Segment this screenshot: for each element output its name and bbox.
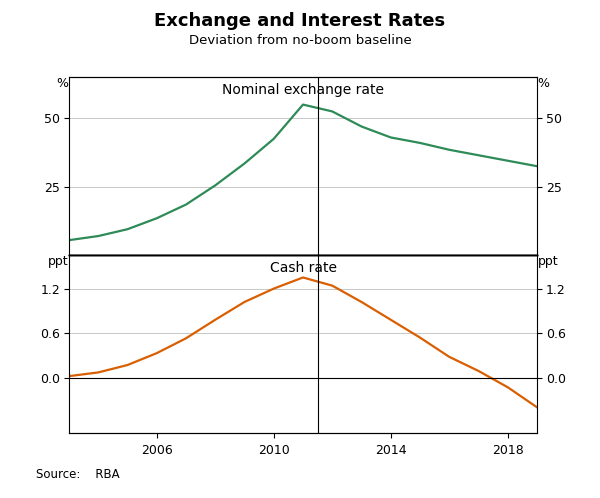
Text: Source:    RBA: Source: RBA xyxy=(36,468,119,481)
Text: %: % xyxy=(538,77,550,90)
Text: Cash rate: Cash rate xyxy=(269,260,337,274)
Text: Nominal exchange rate: Nominal exchange rate xyxy=(222,83,384,97)
Text: ppt: ppt xyxy=(538,255,558,268)
Text: Deviation from no-boom baseline: Deviation from no-boom baseline xyxy=(188,34,412,47)
Text: ppt: ppt xyxy=(48,255,68,268)
Text: %: % xyxy=(56,77,68,90)
Text: Exchange and Interest Rates: Exchange and Interest Rates xyxy=(154,12,446,30)
